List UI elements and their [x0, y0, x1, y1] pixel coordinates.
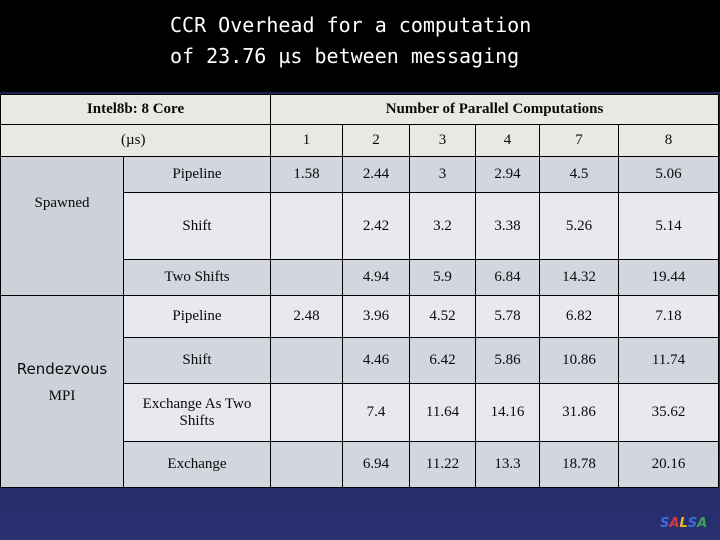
title-bar: CCR Overhead for a computation of 23.76 …	[0, 0, 720, 92]
table-cell: 4.94	[342, 259, 410, 296]
row-label: Two Shifts	[123, 259, 271, 296]
table-row: Two Shifts 4.94 5.9 6.84 14.32 19.44	[1, 259, 720, 296]
col-header: 8	[617, 124, 720, 157]
table-cell: 7.4	[342, 383, 410, 442]
table-cell: 1.58	[270, 156, 343, 193]
table-cell: 5.06	[617, 156, 720, 193]
table-cell: 35.62	[617, 383, 720, 442]
table-row: Rendezvous MPI Pipeline 2.48 3.96 4.52 5…	[0, 295, 720, 488]
table-cell	[270, 259, 343, 296]
logo-letter: A	[697, 516, 708, 531]
table-cell: 5.14	[617, 192, 720, 260]
table-cell: 3.96	[342, 295, 410, 338]
table-cell: 13.3	[475, 441, 540, 488]
row-label: Shift	[123, 192, 271, 260]
table-cell: 18.78	[539, 441, 619, 488]
col-header: 4	[475, 124, 540, 157]
table-cell: 14.16	[475, 383, 540, 442]
row-label: Shift	[123, 337, 271, 384]
table-cell: 2.48	[270, 295, 343, 338]
corner-unit: (µs)	[0, 124, 271, 157]
table-cell: 2.42	[342, 192, 410, 260]
table-cell	[270, 441, 343, 488]
table-row: Shift 2.42 3.2 3.38 5.26 5.14	[1, 192, 720, 260]
table-cell: 11.22	[409, 441, 476, 488]
logo-letter: S	[660, 516, 670, 531]
group-label-rendezvous: Rendezvous MPI	[0, 295, 124, 488]
table-cell: 3.38	[475, 192, 540, 260]
table-cell: 31.86	[539, 383, 619, 442]
table-row: Exchange 6.94 11.22 13.3 18.78 20.16	[1, 441, 720, 488]
table-cell: 3	[409, 156, 476, 193]
table-cell	[270, 337, 343, 384]
table-cell: 6.42	[409, 337, 476, 384]
logo-letter: L	[679, 516, 688, 531]
table-cell: 19.44	[617, 259, 720, 296]
table-cell: 5.78	[475, 295, 540, 338]
salsa-logo: SALSA	[660, 516, 707, 531]
table-cell: 2.44	[342, 156, 410, 193]
logo-letter: A	[669, 516, 680, 531]
table-cell: 5.26	[539, 192, 619, 260]
title-line-2: of 23.76 µs between messaging	[170, 44, 520, 68]
group-header: Number of Parallel Computations	[269, 94, 720, 125]
table-cell: 4.46	[342, 337, 410, 384]
table-cell: 11.64	[409, 383, 476, 442]
header-row-2: (µs) 1 2 3 4 7 8	[0, 124, 720, 157]
table-cell: 7.18	[617, 295, 720, 338]
logo-letter: S	[687, 516, 698, 531]
group-label-spawned: Spawned	[0, 156, 124, 296]
group-label-line-2: MPI	[48, 388, 76, 404]
group-label-line-1: Rendezvous	[16, 360, 108, 378]
table-cell: 5.9	[409, 259, 476, 296]
table-cell: 2.94	[475, 156, 540, 193]
table-row: Exchange As Two Shifts 7.4 11.64 14.16 3…	[1, 383, 720, 442]
col-header: 7	[539, 124, 619, 157]
header-row-1: Intel8b: 8 Core Number of Parallel Compu…	[0, 94, 720, 125]
col-header: 2	[342, 124, 410, 157]
title-line-1: CCR Overhead for a computation	[170, 13, 532, 37]
slide-title: CCR Overhead for a computation of 23.76 …	[170, 10, 531, 72]
row-label: Pipeline	[123, 156, 271, 193]
row-label: Pipeline	[123, 295, 271, 338]
table-cell: 5.86	[475, 337, 540, 384]
corner-title: Intel8b: 8 Core	[0, 94, 271, 125]
table-cell: 4.5	[539, 156, 619, 193]
col-header: 3	[409, 124, 476, 157]
table-cell: 10.86	[539, 337, 619, 384]
table-cell	[270, 192, 343, 260]
row-label: Exchange	[123, 441, 271, 488]
table-cell: 6.82	[539, 295, 619, 338]
table-cell: 3.2	[409, 192, 476, 260]
table-cell: 11.74	[617, 337, 720, 384]
table-cell: 6.84	[475, 259, 540, 296]
table-cell: 4.52	[409, 295, 476, 338]
table-cell	[270, 383, 343, 442]
table-row: Shift 4.46 6.42 5.86 10.86 11.74	[1, 337, 720, 384]
table-row: Spawned Pipeline 1.58 2.44 3 2.94 4.5 5.…	[0, 156, 720, 296]
table-cell: 20.16	[617, 441, 720, 488]
col-header: 1	[270, 124, 343, 157]
table-cell: 6.94	[342, 441, 410, 488]
table-cell: 14.32	[539, 259, 619, 296]
row-label: Exchange As Two Shifts	[123, 383, 271, 442]
overhead-table: Intel8b: 8 Core Number of Parallel Compu…	[0, 94, 720, 488]
